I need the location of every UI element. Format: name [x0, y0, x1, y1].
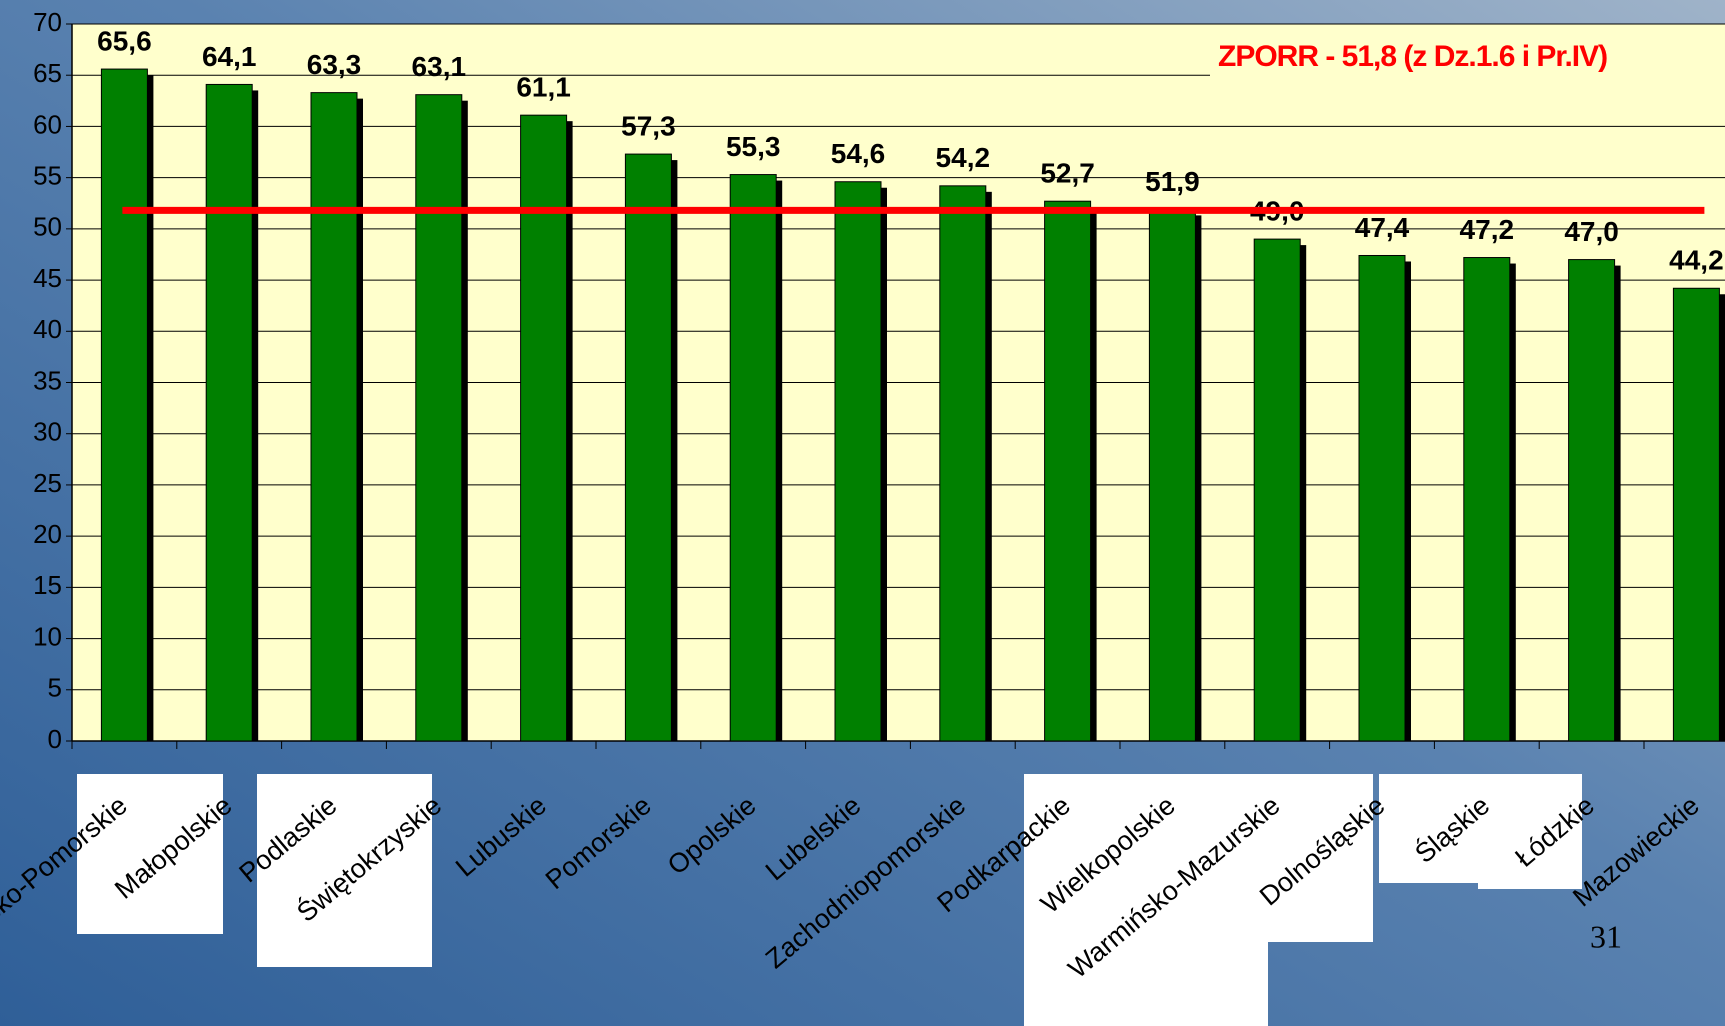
patch — [77, 774, 223, 934]
bar — [415, 94, 463, 742]
y-tick-label: 5 — [48, 673, 62, 703]
label-patches — [77, 774, 1582, 1026]
y-tick-label: 0 — [48, 724, 62, 754]
patch — [1379, 774, 1478, 883]
bar — [1358, 254, 1406, 742]
value-label: 52,7 — [1040, 158, 1095, 189]
y-tick-label: 65 — [33, 58, 62, 88]
value-label: 47,0 — [1564, 216, 1619, 247]
value-label: 63,3 — [307, 49, 362, 80]
patch — [1478, 774, 1582, 889]
bar — [310, 92, 358, 742]
value-label: 57,3 — [621, 110, 676, 141]
value-label: 47,2 — [1460, 214, 1515, 245]
value-label: 54,2 — [936, 142, 991, 173]
page-number: 31 — [1590, 918, 1622, 954]
patch — [1024, 774, 1268, 1026]
bar — [729, 174, 777, 742]
y-tick-label: 50 — [33, 212, 62, 242]
bar — [205, 83, 253, 742]
patch — [257, 774, 432, 967]
y-tick-label: 55 — [33, 161, 62, 191]
value-label: 54,6 — [831, 138, 886, 169]
value-label: 63,1 — [412, 51, 467, 82]
value-label: 55,3 — [726, 131, 781, 162]
y-tick-label: 70 — [33, 7, 62, 37]
y-tick-label: 60 — [33, 109, 62, 139]
value-label: 61,1 — [516, 72, 571, 103]
y-tick-label: 15 — [33, 570, 62, 600]
y-tick-label: 20 — [33, 519, 62, 549]
y-tick-label: 35 — [33, 365, 62, 395]
bar — [1463, 257, 1511, 742]
y-tick-label: 10 — [33, 621, 62, 651]
bar — [1148, 208, 1196, 742]
y-tick-label: 25 — [33, 468, 62, 498]
bar — [520, 114, 568, 742]
bar — [1672, 287, 1720, 742]
bar — [1568, 259, 1616, 742]
y-tick-label: 30 — [33, 417, 62, 447]
bar — [939, 185, 987, 742]
annotation: ZPORR - 51,8 (z Dz.1.6 i Pr.IV) — [1218, 40, 1607, 73]
value-label: 64,1 — [202, 41, 257, 72]
bar — [1044, 200, 1092, 742]
bar — [100, 68, 148, 742]
value-label: 65,6 — [97, 25, 152, 56]
bar — [1253, 238, 1301, 742]
annotation-box — [1210, 26, 1725, 78]
value-label: 44,2 — [1669, 245, 1724, 276]
patch — [1268, 774, 1373, 942]
bar — [834, 181, 882, 742]
y-tick-label: 40 — [33, 314, 62, 344]
value-label: 47,4 — [1355, 212, 1410, 243]
bar — [624, 153, 672, 742]
y-tick-label: 45 — [33, 263, 62, 293]
value-label: 51,9 — [1145, 166, 1200, 197]
